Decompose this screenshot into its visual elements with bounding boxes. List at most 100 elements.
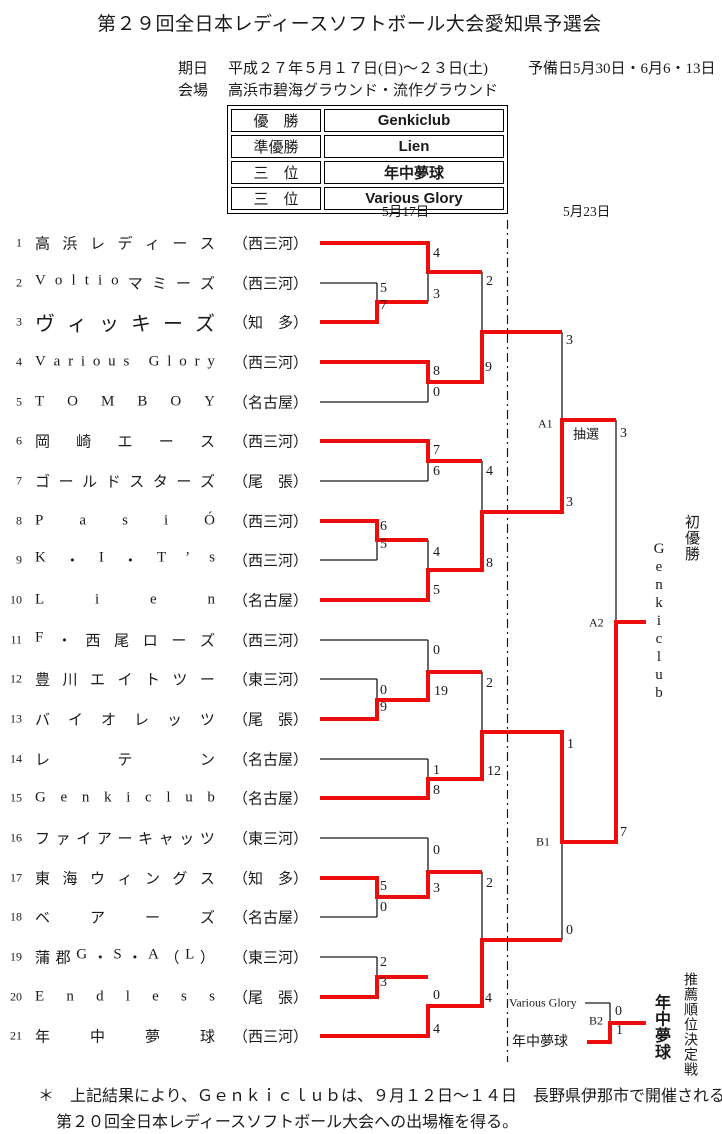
team-seed: 4 xyxy=(16,354,22,369)
team-seed: 12 xyxy=(10,671,22,686)
table-row: 準優勝 Lien xyxy=(231,135,504,158)
team-cell: Genkiclub xyxy=(324,109,504,132)
team-cell: Various Glory xyxy=(324,187,504,210)
team-region: （知 多） xyxy=(233,871,309,888)
round-date-right: 5月23日 xyxy=(563,204,611,219)
match-label-a1: A1 xyxy=(538,416,553,431)
team-region: （名古屋） xyxy=(233,593,309,610)
team-name: 蒲郡 G ・ S ・ A （L） xyxy=(35,946,215,967)
score: 0 xyxy=(433,643,440,658)
score: 0 xyxy=(566,923,573,938)
team-region: （名古屋） xyxy=(233,910,309,927)
team-seed: 20 xyxy=(10,989,22,1004)
team-name: 高浜レディース xyxy=(35,236,215,253)
team-name: 東海ウィングス xyxy=(35,871,215,888)
team-name: バイオレッツ xyxy=(35,712,215,729)
date-label: 期日 xyxy=(178,61,209,77)
team-seed: 17 xyxy=(10,870,22,885)
rank-cell: 三 位 xyxy=(231,187,321,210)
score: 5 xyxy=(380,879,387,894)
match-label-b2: B2 xyxy=(589,1013,604,1028)
team-region: （名古屋） xyxy=(233,752,309,769)
team-name: 岡崎エース xyxy=(35,434,215,451)
score: 4 xyxy=(433,545,440,560)
score: 1 xyxy=(616,1023,623,1038)
team-name: ベアーズ xyxy=(35,910,215,927)
results-table: 優 勝 Genkiclub 準優勝 Lien 三 位年中夢球 三 位 Various … xyxy=(227,105,508,214)
table-row: 三 位年中夢球 xyxy=(231,161,504,184)
team-region: （東三河） xyxy=(233,672,309,689)
team-seed: 21 xyxy=(10,1028,22,1043)
footer-note-line1: ＊ 上記結果により、Ｇｅｎｋｉｃｌｕｂは、９月１２日～１４日 長野県伊那市で開催… xyxy=(38,1088,722,1105)
score: 3 xyxy=(380,975,387,990)
score: 1 xyxy=(433,763,440,778)
team-region: （尾 張） xyxy=(233,712,309,729)
score: 0 xyxy=(380,683,387,698)
team-region: （西三河） xyxy=(233,276,309,293)
score: 3 xyxy=(566,333,573,348)
score: 0 xyxy=(433,843,440,858)
team-seed: 8 xyxy=(16,513,22,528)
match-label-b1: B1 xyxy=(536,834,551,849)
rank-cell: 準優勝 xyxy=(231,135,321,158)
team-seed: 14 xyxy=(10,751,22,766)
bracket-winner-lines xyxy=(320,241,646,1044)
third-place-winner: 年中夢球 xyxy=(652,994,669,1060)
team-seed: 2 xyxy=(16,275,22,290)
team-seed: 9 xyxy=(16,552,22,567)
team-seed: 3 xyxy=(16,314,22,329)
team-seed: 5 xyxy=(16,394,22,409)
date-value: 平成２７年５月１７日(日)～２３日(土) xyxy=(228,61,488,77)
score: 3 xyxy=(566,495,573,510)
third-place-note: 推薦順位決定戦 xyxy=(682,972,697,1077)
score: 3 xyxy=(433,287,440,302)
team-seed: 11 xyxy=(10,632,22,647)
venue-label: 会場 xyxy=(178,83,209,99)
score: 5 xyxy=(380,281,387,296)
score: 8 xyxy=(433,783,440,798)
score: 0 xyxy=(380,900,387,915)
score: 2 xyxy=(380,955,387,970)
score: 3 xyxy=(433,881,440,896)
score: 6 xyxy=(433,464,440,479)
team-region: （東三河） xyxy=(233,831,309,848)
b2-entrant-top: Various Glory xyxy=(509,995,577,1010)
bracket-black-lines xyxy=(320,272,617,1023)
score: 0 xyxy=(615,1004,622,1019)
score: 8 xyxy=(486,556,493,571)
team-region: （名古屋） xyxy=(233,791,309,808)
score: 2 xyxy=(486,274,493,289)
b2-entrant-bottom: 年中夢球 xyxy=(512,1035,568,1050)
match-label-a2: A2 xyxy=(589,615,604,630)
score: 7 xyxy=(380,298,387,313)
score: 8 xyxy=(433,364,440,379)
team-region: （西三河） xyxy=(233,633,309,650)
score: 5 xyxy=(433,583,440,598)
score: 4 xyxy=(433,246,440,261)
team-region: （名古屋） xyxy=(233,395,309,412)
score: 2 xyxy=(486,676,493,691)
team-region: （尾 張） xyxy=(233,474,309,491)
score: 0 xyxy=(433,385,440,400)
round-date-left: 5月17日 xyxy=(382,204,430,219)
team-region: （西三河） xyxy=(233,1029,309,1046)
table-row: 優 勝 Genkiclub xyxy=(231,109,504,132)
score: 6 xyxy=(380,519,387,534)
venue-value: 高浜市碧海グラウンド・流作グラウンド xyxy=(228,83,499,99)
team-seed: 15 xyxy=(10,790,22,805)
team-name: レテン xyxy=(35,752,215,769)
team-seed: 16 xyxy=(10,830,22,845)
score: 3 xyxy=(620,426,627,441)
team-region: （東三河） xyxy=(233,950,309,967)
champion-label: 初優勝 xyxy=(683,514,699,562)
team-cell: 年中夢球 xyxy=(324,161,504,184)
team-seed: 18 xyxy=(10,909,22,924)
score: 12 xyxy=(487,764,501,779)
reserve-date-note: 予備日5月30日・6月6・13日 xyxy=(528,61,716,77)
table-row: 三 位 Various Glory xyxy=(231,187,504,210)
